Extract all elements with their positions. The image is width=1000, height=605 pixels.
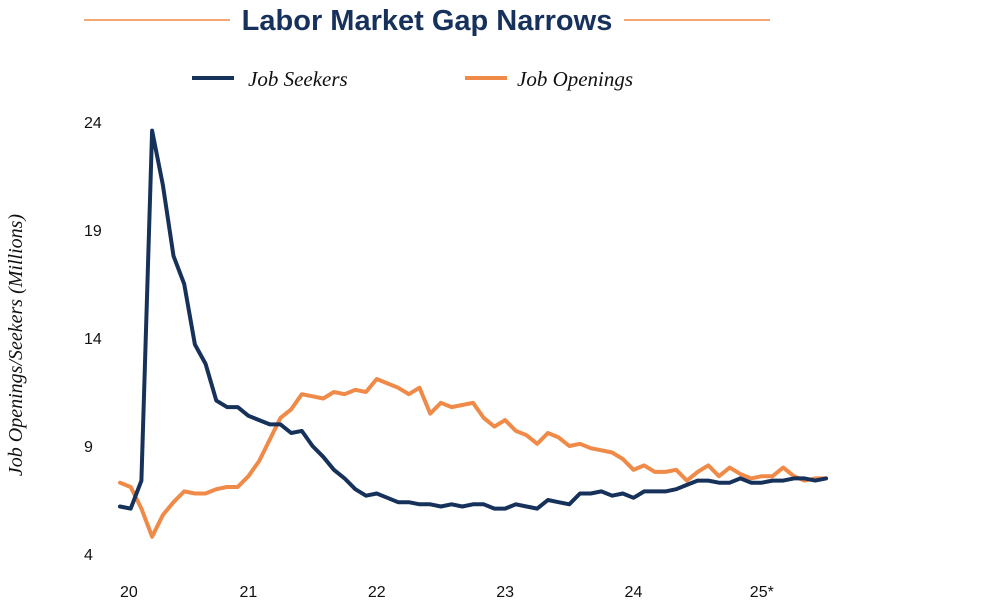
y-tick-label: 24 <box>84 115 102 132</box>
x-tick-label: 25* <box>750 584 774 601</box>
y-tick-label: 14 <box>84 331 102 348</box>
series-line-job-seekers <box>118 128 828 511</box>
y-tick-label: 4 <box>84 547 93 564</box>
x-tick-label: 22 <box>368 584 386 601</box>
x-tick-label: 20 <box>120 584 138 601</box>
y-axis-label: Job Openings/Seekers (Millions) <box>5 214 27 476</box>
x-tick-label: 24 <box>625 584 643 601</box>
y-tick-label: 19 <box>84 223 102 240</box>
x-tick-label: 23 <box>496 584 514 601</box>
y-axis-ticks: 4 9 14 19 24 <box>84 115 102 564</box>
series-group <box>118 128 828 539</box>
y-tick-label: 9 <box>84 439 93 456</box>
legend-label-job-openings: Job Openings <box>517 67 633 91</box>
x-axis-ticks: 20 21 22 23 24 25* <box>120 584 774 601</box>
legend-label-job-seekers: Job Seekers <box>248 67 348 91</box>
series-line-job-openings <box>118 377 828 539</box>
x-tick-label: 21 <box>239 584 257 601</box>
chart-title: Labor Market Gap Narrows <box>242 5 613 37</box>
legend: Job Seekers Job Openings <box>192 67 633 91</box>
